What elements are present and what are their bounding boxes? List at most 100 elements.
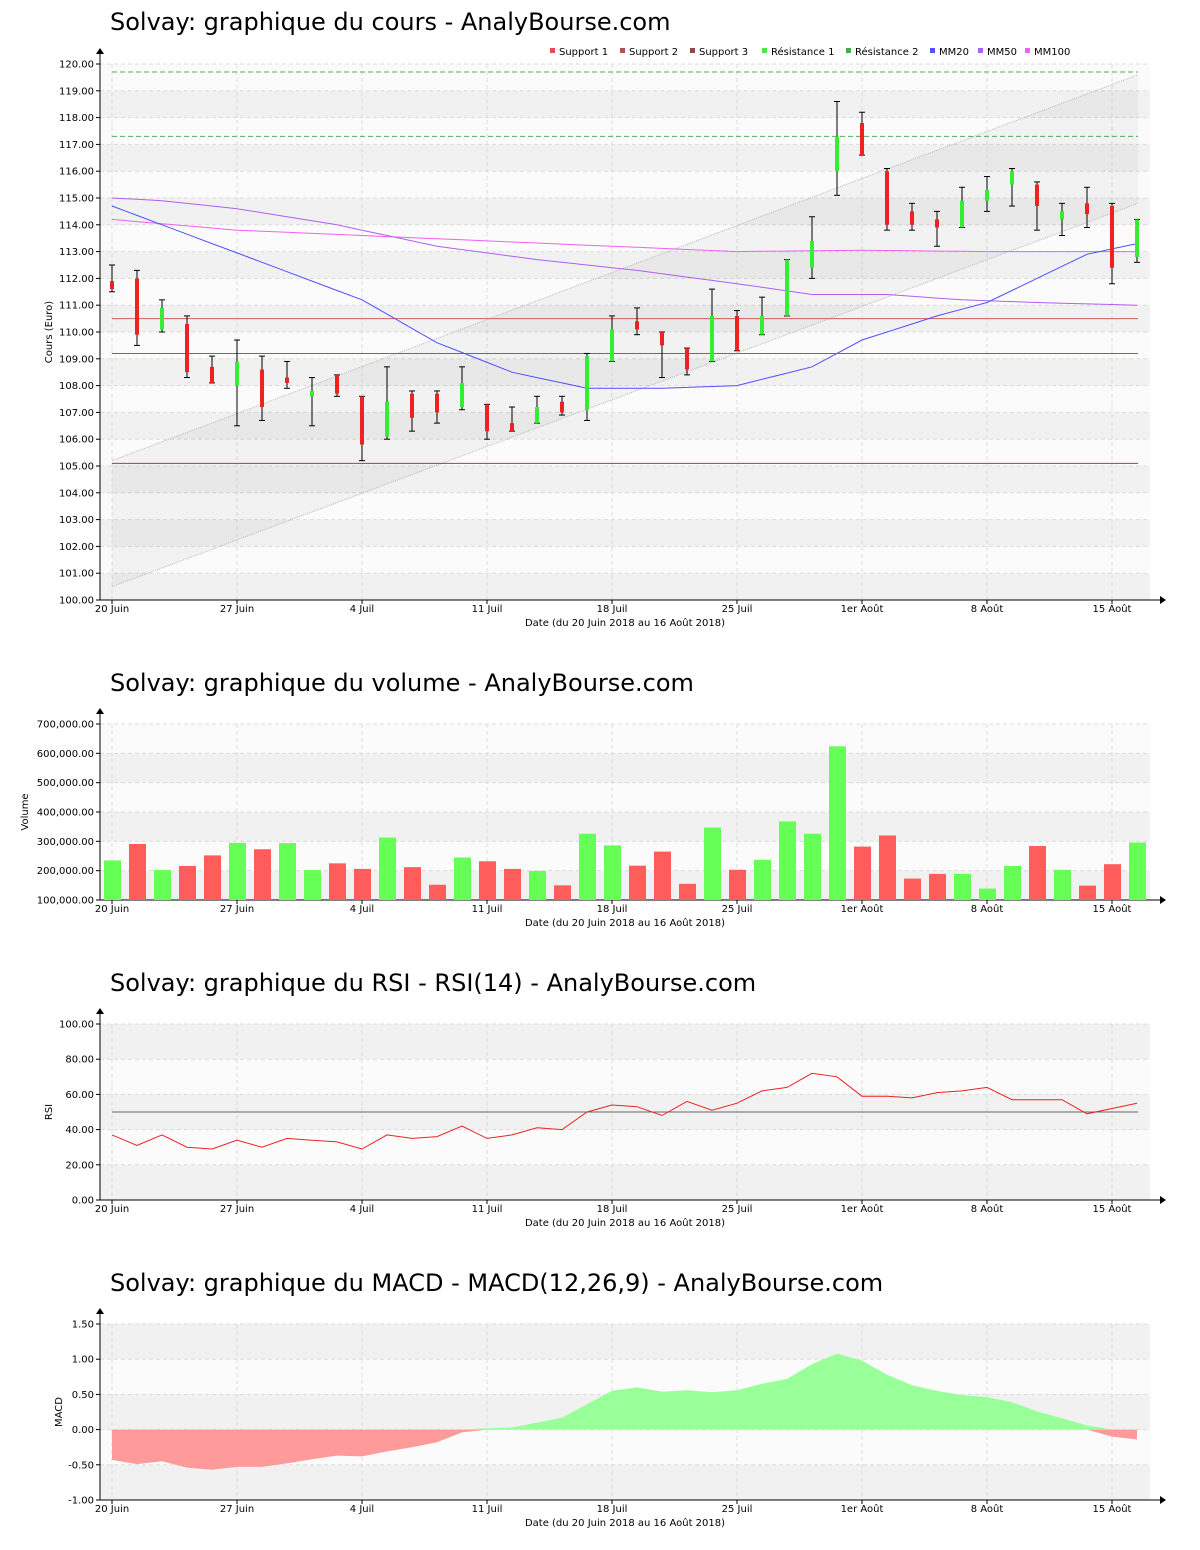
price-x-tick-label: 18 Juil	[597, 604, 628, 615]
macd-x-tick-label: 20 Juin	[95, 1504, 129, 1515]
volume-bar	[329, 863, 346, 900]
macd-y-tick-label: 0.00	[72, 1425, 94, 1436]
price-y-tick-label: 105.00	[59, 462, 94, 473]
candle-body	[210, 366, 214, 383]
price-grid-band	[100, 412, 1150, 440]
candle-body	[185, 323, 189, 373]
macd-x-tick-label: 1er Août	[841, 1503, 884, 1515]
volume-bar	[604, 845, 621, 900]
price-y-tick-label: 104.00	[59, 488, 94, 499]
candle-body	[785, 259, 789, 316]
macd-y-axis-label: MACD	[54, 1397, 65, 1427]
legend-swatch	[620, 48, 625, 53]
volume-grid-band	[100, 812, 1150, 842]
volume-x-tick-label: 4 Juil	[350, 904, 374, 915]
legend-swatch	[550, 48, 555, 53]
price-grid-band	[100, 144, 1150, 172]
price-x-tick-label: 1er Août	[841, 603, 884, 615]
volume-x-tick-label: 25 Juil	[722, 904, 753, 915]
candle-body	[360, 396, 364, 445]
macd-x-tick-label: 8 Août	[971, 1503, 1004, 1515]
macd-y-axis-arrow	[96, 1308, 104, 1314]
price-grid-band	[100, 466, 1150, 493]
volume-bar	[879, 835, 896, 900]
price-grid-band	[100, 519, 1150, 547]
legend-swatch	[846, 48, 851, 53]
volume-bar	[629, 865, 646, 900]
volume-bar	[779, 821, 796, 900]
candle-body	[760, 315, 764, 335]
rsi-x-tick-label: 4 Juil	[350, 1204, 374, 1215]
macd-grid-band	[100, 1464, 1150, 1500]
volume-bar	[829, 746, 846, 900]
candle-body	[685, 348, 689, 370]
price-y-tick-label: 102.00	[59, 542, 94, 553]
volume-bar	[304, 870, 321, 900]
price-grid-band	[100, 358, 1150, 386]
volume-x-tick-label: 18 Juil	[597, 904, 628, 915]
macd-x-tick-label: 15 Août	[1093, 1503, 1132, 1515]
candle-body	[310, 390, 314, 397]
rsi-x-axis-arrow	[1160, 1196, 1166, 1204]
legend-label: Support 1	[559, 47, 608, 58]
price-x-axis-label: Date (du 20 Juin 2018 au 16 Août 2018)	[525, 617, 725, 629]
price-x-tick-label: 15 Août	[1093, 603, 1132, 615]
volume-bar	[1029, 846, 1046, 900]
volume-bar	[1054, 869, 1071, 900]
volume-bar	[1004, 865, 1021, 900]
candle-body	[1035, 184, 1039, 207]
candle-body	[935, 219, 939, 228]
volume-x-axis-label: Date (du 20 Juin 2018 au 16 Août 2018)	[525, 917, 725, 929]
candle-body	[860, 122, 864, 156]
rsi-grid-band	[100, 1129, 1150, 1165]
volume-bar	[579, 833, 596, 900]
mm50-line	[111, 197, 1138, 306]
volume-bar	[704, 827, 721, 900]
volume-bar	[404, 867, 421, 900]
price-y-tick-label: 118.00	[59, 113, 94, 124]
rsi-grid-band	[100, 1164, 1150, 1200]
price-chart: 100.00 101.00 102.00 103.00 104.00 105.00 106.…	[44, 46, 1166, 629]
macd-grid-band	[100, 1359, 1150, 1395]
volume-bar	[479, 861, 496, 900]
candle-body	[385, 401, 389, 437]
candle-body	[460, 382, 464, 408]
price-y-tick-label: 115.00	[59, 194, 94, 205]
legend-swatch	[762, 48, 767, 53]
price-y-axis-arrow	[96, 48, 104, 54]
price-grid-band	[100, 198, 1150, 225]
rsi-x-axis-label: Date (du 20 Juin 2018 au 16 Août 2018)	[525, 1217, 725, 1229]
rsi-x-tick-label: 1er Août	[841, 1203, 884, 1215]
price-grid-band	[100, 573, 1150, 600]
price-grid-band	[100, 492, 1150, 520]
volume-grid-band	[100, 870, 1150, 900]
volume-bar	[529, 870, 546, 900]
price-y-tick-label: 108.00	[59, 381, 94, 392]
price-y-tick-label: 109.00	[59, 354, 94, 365]
price-x-axis-arrow	[1160, 596, 1166, 604]
price-y-tick-label: 111.00	[59, 301, 94, 312]
volume-bar	[1104, 864, 1121, 900]
volume-bar	[804, 833, 821, 900]
volume-bar	[354, 868, 371, 900]
volume-y-tick-label: 700,000.00	[37, 720, 94, 731]
volume-bar	[1129, 842, 1146, 900]
price-grid-band	[100, 439, 1150, 466]
price-x-tick-label: 11 Juil	[472, 604, 503, 615]
volume-y-tick-label: 400,000.00	[37, 808, 94, 819]
rsi-x-tick-label: 15 Août	[1093, 1203, 1132, 1215]
volume-bar	[654, 851, 671, 900]
price-grid-band	[100, 90, 1150, 118]
candle-body	[410, 393, 414, 418]
price-y-tick-label: 116.00	[59, 167, 94, 178]
price-y-tick-label: 120.00	[59, 60, 94, 71]
volume-y-tick-label: 500,000.00	[37, 778, 94, 789]
macd-y-tick-label: 1.50	[72, 1320, 94, 1331]
volume-x-axis-arrow	[1160, 896, 1166, 904]
legend-label: Résistance 2	[855, 46, 918, 58]
volume-y-tick-label: 200,000.00	[37, 866, 94, 877]
rsi-x-tick-label: 27 Juin	[220, 1204, 254, 1215]
legend-label: MM20	[939, 47, 969, 58]
price-y-tick-label: 119.00	[59, 86, 94, 97]
macd-negative-area	[112, 1429, 1137, 1470]
